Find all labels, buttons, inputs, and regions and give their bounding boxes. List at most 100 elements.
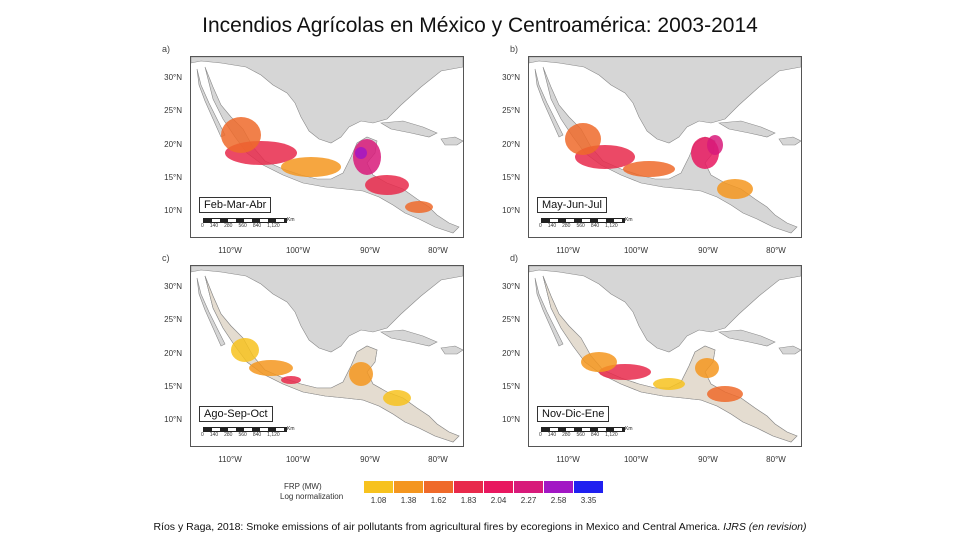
latitude-label: 25°N: [164, 315, 182, 324]
scale-tick: 0: [201, 223, 204, 229]
landmass: [191, 266, 463, 353]
landmass: [196, 277, 226, 347]
island-hispaniola: [440, 345, 463, 355]
scale-tick: 280: [562, 432, 571, 438]
scale-tick: 140: [209, 223, 219, 229]
scale-tick: 560: [238, 223, 247, 229]
island-cuba: [380, 329, 438, 347]
scale-tick: 560: [238, 432, 247, 438]
latitude-label: 20°N: [164, 140, 182, 149]
legend-swatch: [394, 481, 423, 493]
longitude-label: 110°W: [556, 455, 580, 464]
season-label: Ago-Sep-Oct: [199, 406, 273, 422]
longitude-label: 110°W: [218, 246, 242, 255]
scale-tick: 280: [224, 223, 233, 229]
fire-cluster: [695, 358, 719, 378]
fire-cluster: [717, 179, 753, 199]
longitude-label: 90°W: [360, 455, 380, 464]
latitude-label: 30°N: [502, 73, 520, 82]
scale-tick: 140: [547, 432, 557, 438]
scale-tick: 0: [539, 432, 542, 438]
fire-cluster: [653, 378, 685, 390]
fire-cluster: [281, 157, 341, 177]
island-hispaniola: [778, 136, 801, 146]
scale-tick: 840: [252, 223, 262, 229]
latitude-label: 15°N: [164, 382, 182, 391]
scale-tick: 1,120: [605, 432, 618, 438]
scale-tick: 0: [539, 223, 542, 229]
season-label: Nov-Dic-Ene: [537, 406, 610, 422]
latitude-label: 25°N: [164, 106, 182, 115]
legend-swatch: [544, 481, 573, 493]
latitude-label: 25°N: [502, 315, 520, 324]
latitude-label: 20°N: [164, 349, 182, 358]
scale-unit: Km: [287, 426, 295, 432]
longitude-label: 100°W: [285, 455, 311, 464]
scale-bar: [541, 218, 625, 223]
latitude-label: 15°N: [502, 382, 520, 391]
scale-ticks: 0 140 280 560 840 1,120: [201, 223, 286, 229]
longitude-label: 80°W: [766, 455, 786, 464]
season-label: Feb-Mar-Abr: [199, 197, 272, 213]
scale-tick: 1,120: [267, 223, 280, 229]
map-frame: Feb-Mar-Abr 0 140 280 560 840 1,120 Km: [190, 56, 464, 238]
fire-cluster: [565, 123, 601, 155]
scale-tick: 280: [224, 432, 233, 438]
scale-tick: 140: [547, 223, 557, 229]
panel-letter: b): [510, 44, 519, 54]
longitude-label: 90°W: [698, 246, 718, 255]
legend-tick: 1.08: [370, 496, 387, 505]
citation-journal: IJRS (en revision): [723, 521, 807, 533]
latitude-label: 30°N: [164, 73, 182, 82]
legend-swatch: [484, 481, 513, 493]
legend-tick: 1.38: [400, 496, 417, 505]
scale-bar: [203, 218, 287, 223]
fire-cluster: [349, 362, 373, 386]
island-hispaniola: [778, 345, 801, 355]
map-frame: Nov-Dic-Ene 0 140 280 560 840 1,120 Km: [528, 265, 802, 447]
scale-tick: 560: [576, 432, 585, 438]
legend-title: FRP (MW): [284, 482, 322, 491]
longitude-label: 80°W: [428, 455, 448, 464]
longitude-label: 90°W: [360, 246, 380, 255]
fire-cluster: [707, 386, 743, 402]
map-frame: May-Jun-Jul 0 140 280 560 840 1,120 Km: [528, 56, 802, 238]
panel-letter: c): [162, 253, 170, 263]
longitude-label: 80°W: [428, 246, 448, 255]
scale-bar: [541, 427, 625, 432]
longitude-label: 100°W: [623, 246, 649, 255]
latitude-label: 30°N: [164, 282, 182, 291]
legend-swatch: [454, 481, 483, 493]
scale-tick: 1,120: [605, 223, 618, 229]
latitude-label: 20°N: [502, 349, 520, 358]
page-title: Incendios Agrícolas en México y Centroam…: [202, 14, 758, 37]
island-hispaniola: [440, 136, 463, 146]
scale-bar: [203, 427, 287, 432]
fire-cluster: [221, 117, 261, 153]
longitude-label: 80°W: [766, 246, 786, 255]
scale-tick: 0: [201, 432, 204, 438]
landmass: [534, 277, 564, 347]
fire-cluster: [281, 376, 301, 384]
fire-cluster: [383, 390, 411, 406]
legend-tick: 1.83: [460, 496, 477, 505]
latitude-label: 25°N: [502, 106, 520, 115]
longitude-label: 110°W: [556, 246, 580, 255]
fire-cluster: [707, 135, 723, 155]
landmass: [529, 266, 801, 353]
longitude-label: 110°W: [218, 455, 242, 464]
fire-cluster: [581, 352, 617, 372]
latitude-label: 10°N: [502, 415, 520, 424]
legend-tick: 2.04: [490, 496, 507, 505]
scale-tick: 560: [576, 223, 585, 229]
season-label: May-Jun-Jul: [537, 197, 607, 213]
legend-swatch: [514, 481, 543, 493]
legend-tick: 3.35: [580, 496, 597, 505]
panel-letter: d): [510, 253, 519, 263]
latitude-label: 15°N: [502, 173, 520, 182]
longitude-label: 100°W: [285, 246, 311, 255]
scale-ticks: 0 140 280 560 840 1,120: [539, 223, 624, 229]
landmass: [191, 57, 463, 144]
scale-ticks: 0 140 280 560 840 1,120: [539, 432, 624, 438]
longitude-label: 90°W: [698, 455, 718, 464]
